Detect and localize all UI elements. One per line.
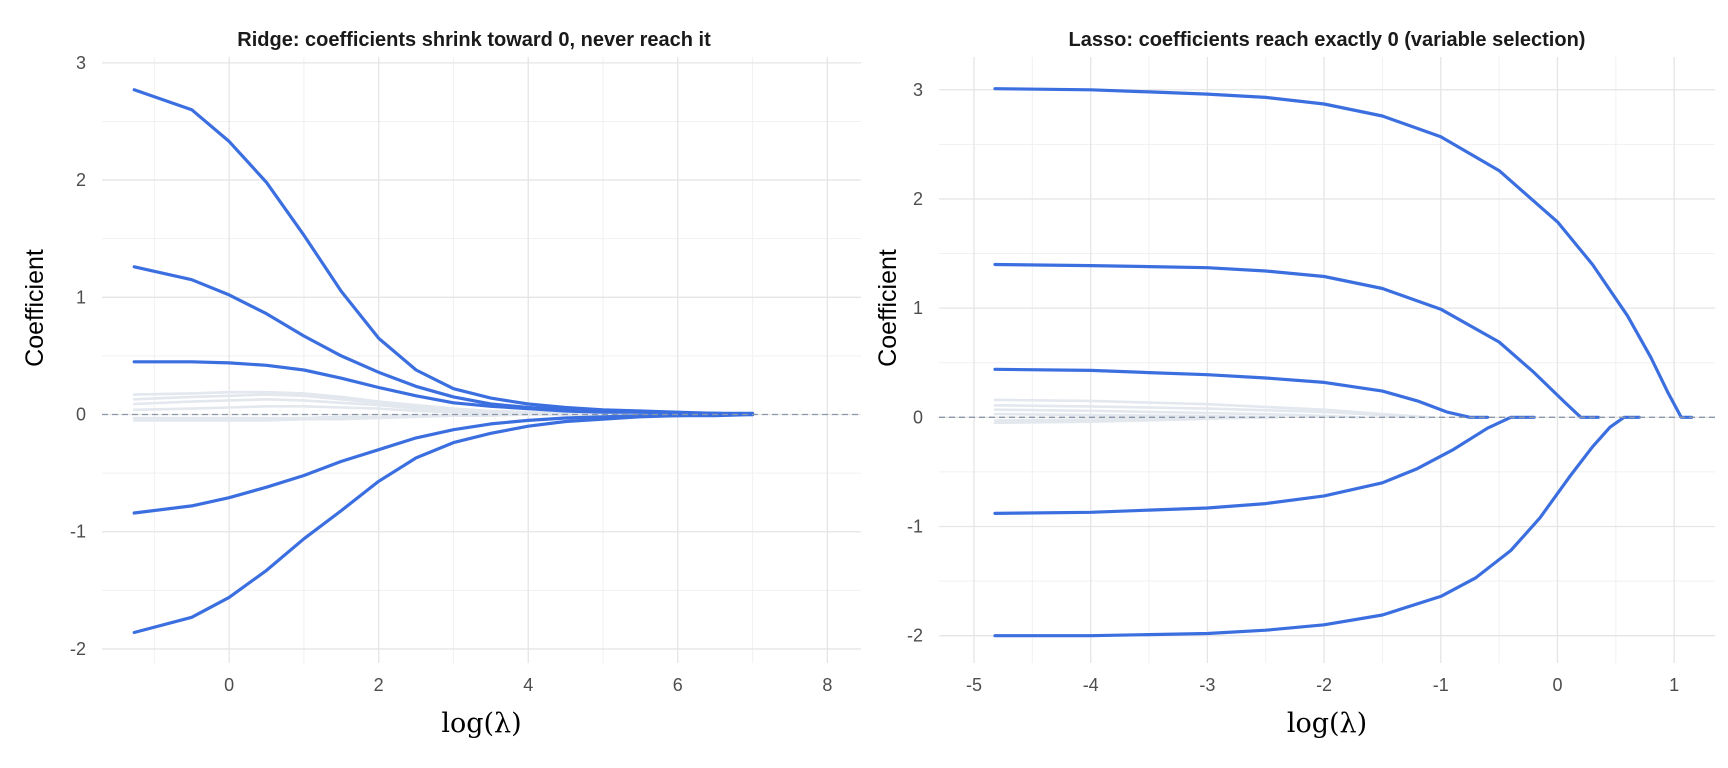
x-tick-label: 0 xyxy=(224,675,234,695)
lasso-series xyxy=(993,87,1694,638)
y-tick-label: 2 xyxy=(76,170,86,190)
highlighted-coefficient-path-1 xyxy=(132,88,755,415)
y-axis-label: Coefficient xyxy=(21,249,49,367)
chart-title: Lasso: coefficients reach exactly 0 (var… xyxy=(1069,29,1586,51)
highlighted-coefficient-path-5 xyxy=(132,412,755,635)
y-tick-label: 2 xyxy=(913,189,923,209)
x-tick-label: 6 xyxy=(673,675,683,695)
y-tick-label: -1 xyxy=(70,522,86,542)
x-axis-label: log(λ) xyxy=(1287,708,1367,739)
x-tick-label: -5 xyxy=(966,675,982,695)
y-tick-label: 3 xyxy=(76,53,86,73)
highlighted-coefficient-path-1 xyxy=(993,87,1694,419)
highlighted-coefficient-path-2 xyxy=(993,262,1600,419)
highlighted-coefficient-path-4 xyxy=(993,415,1536,515)
y-tick-label: 0 xyxy=(76,405,86,425)
ridge-series xyxy=(132,88,755,635)
y-tick-label: -1 xyxy=(907,517,923,537)
x-tick-label: 4 xyxy=(523,675,533,695)
x-tick-label: -2 xyxy=(1316,675,1332,695)
x-tick-label: 1 xyxy=(1669,675,1679,695)
x-tick-label: 2 xyxy=(374,675,384,695)
x-tick-label: -3 xyxy=(1199,675,1215,695)
chart-title: Ridge: coefficients shrink toward 0, nev… xyxy=(237,29,711,51)
background-coefficient-path-8 xyxy=(993,408,1361,419)
y-tick-label: -2 xyxy=(70,639,86,659)
highlighted-coefficient-path-3 xyxy=(993,367,1490,419)
y-tick-label: 1 xyxy=(76,287,86,307)
y-axis-label: Coefficient xyxy=(874,249,902,367)
y-tick-label: -2 xyxy=(907,626,923,646)
background-coefficient-path-11 xyxy=(993,416,1256,425)
ridge-grid xyxy=(102,57,861,663)
x-tick-label: -4 xyxy=(1083,675,1099,695)
lasso-panel: -5 -4 -3 -2 -1 0 1 -2 -1 0 1 2 3 Lasso: coefficients … xyxy=(874,29,1715,739)
ridge-panel: 0 2 4 6 8 -2 -1 0 1 2 3 Ridge: coefficients shrink … xyxy=(21,29,861,739)
highlighted-coefficient-path-5 xyxy=(993,415,1641,638)
lasso-grid xyxy=(939,57,1715,663)
x-tick-label: 0 xyxy=(1552,675,1562,695)
y-tick-label: 0 xyxy=(913,407,923,427)
y-tick-label: 1 xyxy=(913,298,923,318)
x-axis-label: log(λ) xyxy=(441,708,521,739)
highlighted-coefficient-path-4 xyxy=(132,412,755,515)
x-tick-label: 8 xyxy=(822,675,832,695)
y-tick-label: 3 xyxy=(913,80,923,100)
highlighted-coefficient-path-3 xyxy=(132,360,755,417)
x-tick-label: -1 xyxy=(1433,675,1449,695)
background-coefficient-path-7 xyxy=(993,404,1419,419)
